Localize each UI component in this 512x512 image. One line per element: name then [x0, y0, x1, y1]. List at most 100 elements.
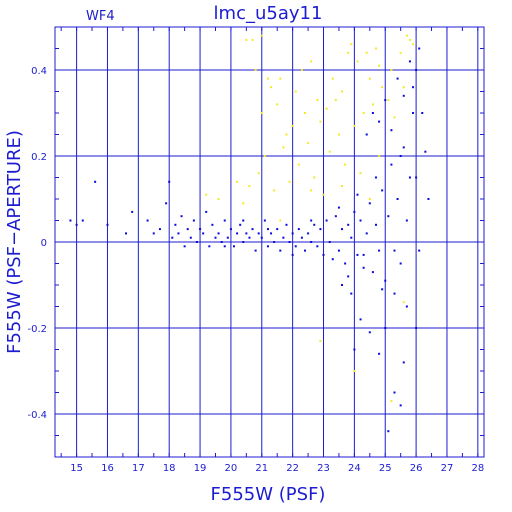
scatter-point-yellow — [217, 198, 220, 200]
scatter-point-blue — [381, 288, 384, 291]
scatter-point-blue — [393, 249, 396, 252]
scatter-point-blue — [350, 236, 353, 239]
scatter-point-blue — [399, 155, 402, 157]
scatter-point-blue — [257, 232, 260, 235]
scatter-point-yellow — [276, 103, 279, 106]
scatter-point-yellow — [356, 60, 359, 63]
scatter-point-blue — [263, 219, 266, 222]
scatter-point-blue — [399, 404, 402, 407]
x-tick-label: 27 — [441, 463, 454, 474]
scatter-point-blue — [405, 219, 408, 222]
scatter-point-blue — [341, 228, 344, 231]
scatter-point-blue — [402, 146, 405, 149]
scatter-point-blue — [266, 228, 269, 231]
scatter-point-blue — [384, 99, 387, 102]
scatter-point-blue — [94, 180, 97, 183]
scatter-point-yellow — [402, 86, 405, 89]
scatter-point-yellow — [325, 107, 328, 110]
scatter-point-blue — [396, 198, 399, 200]
scatter-point-blue — [223, 219, 226, 222]
scatter-point-blue — [356, 193, 359, 196]
chart-title: lmc_u5ay11 — [214, 3, 323, 24]
scatter-point-yellow — [341, 90, 344, 93]
scatter-point-blue — [276, 228, 279, 231]
scatter-point-blue — [402, 361, 405, 364]
scatter-point-yellow — [381, 86, 384, 89]
scatter-point-blue — [248, 236, 251, 239]
scatter-point-yellow — [257, 172, 260, 175]
scatter-point-blue — [427, 198, 430, 200]
scatter-point-blue — [208, 245, 211, 248]
x-tick-label: 26 — [410, 463, 423, 474]
scatter-point-yellow — [359, 172, 362, 175]
scatter-point-blue — [381, 189, 384, 192]
scatter-point-blue — [205, 210, 208, 213]
scatter-point-blue — [273, 241, 276, 243]
scatter-point-blue — [328, 241, 331, 243]
x-tick-label: 23 — [317, 463, 330, 474]
scatter-point-blue — [347, 275, 350, 278]
scatter-point-yellow — [303, 112, 306, 114]
scatter-point-yellow — [331, 77, 334, 80]
scatter-point-blue — [408, 60, 411, 63]
scatter-point-yellow — [353, 124, 356, 127]
data-points — [69, 34, 430, 433]
x-tick-label: 24 — [348, 463, 361, 474]
scatter-point-yellow — [362, 112, 365, 114]
scatter-point-blue — [374, 223, 377, 226]
scatter-point-blue — [408, 176, 411, 179]
scatter-point-blue — [424, 150, 427, 153]
scatter-point-yellow — [322, 193, 325, 196]
scatter-point-blue — [124, 232, 127, 235]
scatter-point-yellow — [263, 155, 266, 157]
scatter-point-yellow — [319, 120, 322, 123]
scatter-point-blue — [174, 223, 177, 226]
scatter-point-blue — [418, 47, 421, 50]
x-tick-label: 22 — [286, 463, 299, 474]
x-tick-label: 19 — [194, 463, 207, 474]
scatter-point-blue — [254, 249, 257, 252]
scatter-point-blue — [384, 279, 387, 282]
scatter-point-blue — [229, 228, 232, 231]
scatter-point-yellow — [393, 116, 396, 119]
scatter-point-yellow — [390, 400, 393, 403]
scatter-point-blue — [378, 249, 381, 252]
scatter-point-blue — [75, 223, 78, 226]
scatter-point-blue — [378, 120, 381, 123]
scatter-point-blue — [350, 292, 353, 295]
scatter-point-blue — [353, 210, 356, 213]
scatter-point-blue — [291, 253, 294, 256]
scatter-point-blue — [368, 202, 371, 205]
plot-frame — [54, 26, 485, 458]
scatter-point-blue — [294, 245, 297, 248]
y-tick-label: 0.4 — [31, 66, 47, 77]
scatter-point-blue — [242, 219, 245, 222]
scatter-point-yellow — [307, 142, 310, 145]
scatter-point-yellow — [300, 69, 303, 71]
scatter-point-blue — [365, 232, 368, 235]
y-axis-label: F555W (PSF−APERTURE) — [4, 130, 25, 354]
scatter-point-blue — [245, 232, 248, 235]
scatter-point-blue — [195, 241, 198, 243]
scatter-point-blue — [412, 86, 415, 89]
x-axis-label: F555W (PSF) — [211, 484, 326, 505]
scatter-point-blue — [362, 266, 365, 269]
scatter-point-yellow — [368, 77, 371, 80]
scatter-point-blue — [421, 112, 424, 114]
scatter-point-yellow — [236, 180, 239, 183]
scatter-point-yellow — [399, 51, 402, 54]
scatter-point-blue — [368, 331, 371, 334]
scatter-point-blue — [288, 241, 291, 243]
scatter-point-blue — [239, 223, 242, 226]
scatter-point-yellow — [248, 185, 251, 188]
scatter-point-yellow — [260, 112, 263, 114]
scatter-point-blue — [337, 206, 340, 209]
scatter-point-yellow — [387, 99, 390, 102]
scatter-point-yellow — [402, 301, 405, 304]
scatter-point-blue — [158, 228, 161, 231]
scatter-point-yellow — [350, 43, 353, 46]
scatter-point-yellow — [205, 193, 208, 196]
scatter-point-blue — [146, 219, 149, 222]
scatter-point-blue — [171, 236, 174, 239]
y-tick-label: 0 — [41, 238, 47, 249]
